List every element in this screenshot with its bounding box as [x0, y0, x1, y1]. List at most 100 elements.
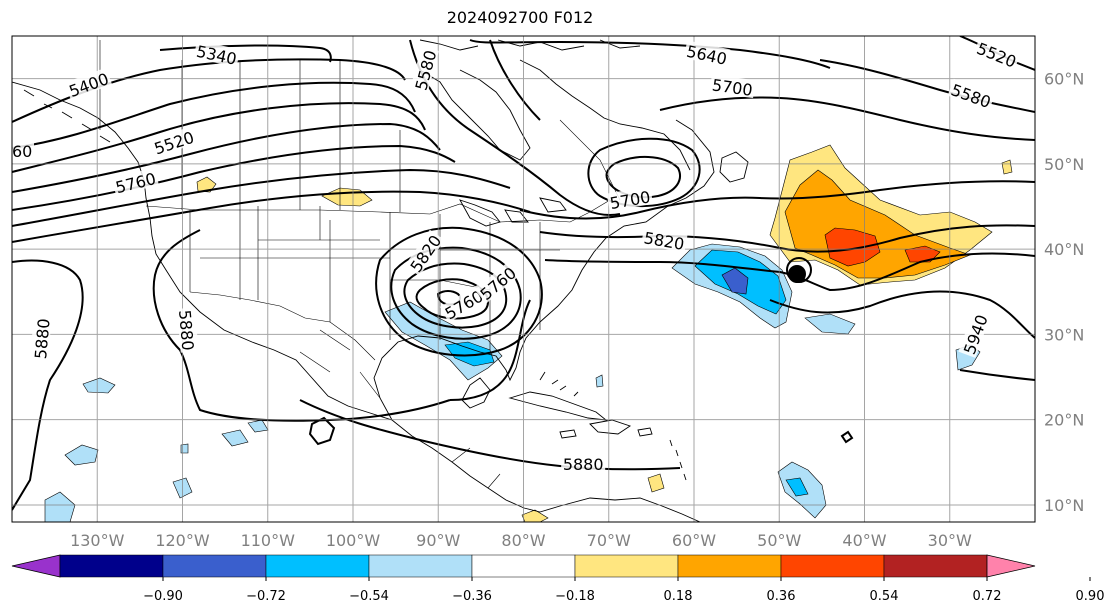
shade-positive-caribbean	[647, 473, 665, 493]
contour-small-low-pacific	[308, 416, 336, 446]
storm-center-marker	[786, 257, 812, 283]
contour-5940-south	[959, 369, 1035, 381]
contour-label-bg	[973, 37, 1021, 71]
colorbar-box	[574, 554, 679, 578]
contour-label-bg	[641, 226, 688, 253]
longitude-tick-labels: 130°W 120°W 110°W 100°W 90°W 80°W 70°W 60°W 50°W…	[70, 531, 972, 550]
colorbar-extend-high	[986, 554, 1036, 578]
contour-newfoundland-low-inner	[605, 155, 681, 199]
contour-5760-east	[519, 180, 1035, 220]
coastline-yucatan	[461, 377, 491, 409]
shade-negative-pacific-2	[64, 444, 99, 466]
contour-label-bg	[29, 315, 52, 362]
contour-5640	[469, 39, 831, 69]
map-title: 2024092700 F012	[446, 8, 594, 27]
latitude-tick-labels: 10°N 20°N 30°N 40°N 50°N 60°N	[1044, 70, 1084, 515]
lon-tick-label: 110°W	[241, 531, 296, 550]
lon-tick-label: 70°W	[587, 531, 631, 550]
colorbar-tick-label: −0.18	[555, 589, 595, 604]
contour-label-group: 5340	[193, 40, 241, 69]
contour-label-bg	[561, 454, 606, 473]
contour-label-bg	[474, 261, 520, 304]
lon-tick-label: 30°W	[928, 531, 972, 550]
lat-tick-label: 10°N	[1044, 496, 1084, 515]
coastline-lesser-antilles	[669, 439, 687, 481]
lon-tick-label: 100°W	[326, 531, 381, 550]
contour-label-bg	[176, 307, 199, 353]
coastline-labrador	[519, 59, 691, 171]
coastline-cuba	[508, 391, 608, 421]
border-mexico-states	[299, 329, 381, 399]
colorbar-box	[780, 554, 885, 578]
border-us-canada	[145, 199, 611, 223]
contour-label-group: 5880	[175, 307, 199, 353]
lon-tick-label: 120°W	[155, 531, 210, 550]
lon-tick-label: 130°W	[70, 531, 125, 550]
lat-tick-label: 40°N	[1044, 240, 1084, 259]
shade-positive-canada	[196, 176, 217, 193]
shade-negative-caribbean-mid	[785, 477, 809, 497]
contour-label-group: 5460	[0, 141, 34, 161]
colorbar-tick-label: −0.54	[349, 589, 389, 604]
colorbar-box	[162, 554, 267, 578]
contour-labels: 5340540054605520576055805640552057005580…	[0, 37, 1021, 474]
colorbar-tick-label: 0.72	[973, 589, 1002, 604]
colorbar-box	[59, 554, 164, 578]
contour-5700-north	[489, 39, 541, 121]
shade-positive-atlantic-core	[824, 227, 881, 267]
contour-label-group: 5880	[29, 315, 54, 362]
colorbar-tick-label: 0.54	[870, 589, 899, 604]
contour-5460	[12, 81, 416, 149]
lon-tick-label: 50°W	[757, 531, 801, 550]
contour-label-bg	[64, 67, 113, 100]
lat-tick-label: 60°N	[1044, 70, 1084, 89]
lon-tick-label: 60°W	[672, 531, 716, 550]
shade-negative-small	[595, 374, 604, 388]
contour-label-bg	[683, 40, 731, 68]
contour-label-bg	[111, 167, 159, 196]
contour-5880-subtropical	[12, 259, 84, 511]
contour-5580-north	[409, 39, 621, 216]
lat-tick-label: 20°N	[1044, 411, 1084, 430]
contour-5580-east	[819, 59, 1035, 113]
shade-positive-atlantic-core2	[904, 245, 941, 263]
contour-5700-east	[659, 96, 1035, 141]
shade-negative-atlantic-east	[804, 313, 856, 335]
contour-label-bg	[439, 284, 487, 323]
contour-5580-west	[12, 122, 441, 193]
contour-5940-east	[769, 290, 1035, 339]
contour-label-bg	[947, 78, 996, 111]
colorbar-box	[368, 554, 473, 578]
coastline-puerto-rico	[637, 427, 653, 437]
contour-hurricane-low-2	[390, 246, 522, 340]
contour-label-bg	[958, 310, 991, 358]
colorbar-tick-label: 0.36	[767, 589, 796, 604]
lat-tick-label: 50°N	[1044, 155, 1084, 174]
coastline-north-america-west	[12, 81, 393, 421]
contour-5640-west	[12, 144, 456, 211]
colorbar-tick-label: 0.18	[664, 589, 693, 604]
colorbar: −0.90 −0.72 −0.54 −0.36 −0.18 0.18 0.36 0.54 0.7…	[11, 554, 1105, 604]
colorbar-box	[471, 554, 576, 578]
shade-negative-pacific-3	[44, 491, 76, 522]
colorbar-tick-label: 0.90	[1076, 589, 1105, 604]
contour-newfoundland-low-outer	[587, 137, 701, 207]
lon-tick-label: 80°W	[501, 531, 545, 550]
contour-hurricane-low-3	[403, 262, 508, 329]
colorbar-tick-label: −0.90	[143, 589, 183, 604]
contour-label: 5460	[0, 142, 32, 161]
lon-tick-label: 90°W	[416, 531, 460, 550]
lat-lon-gridlines	[12, 36, 1035, 522]
coastline-gulf-mexico	[373, 119, 715, 421]
colorbar-tick-label: −0.36	[452, 589, 492, 604]
contour-label-group: 5880	[561, 454, 606, 474]
contour-label: 5880	[563, 455, 604, 474]
contour-5880-caribbean	[299, 399, 681, 471]
contour-5700-west	[12, 168, 511, 227]
shade-negative-gulf-mid	[444, 341, 495, 367]
contour-label-bg	[149, 126, 198, 157]
shade-positive-south-america	[521, 509, 549, 522]
colorbar-tick-label: −0.72	[246, 589, 286, 604]
coastline-bahamas	[539, 371, 579, 397]
lat-tick-label: 30°N	[1044, 325, 1084, 344]
